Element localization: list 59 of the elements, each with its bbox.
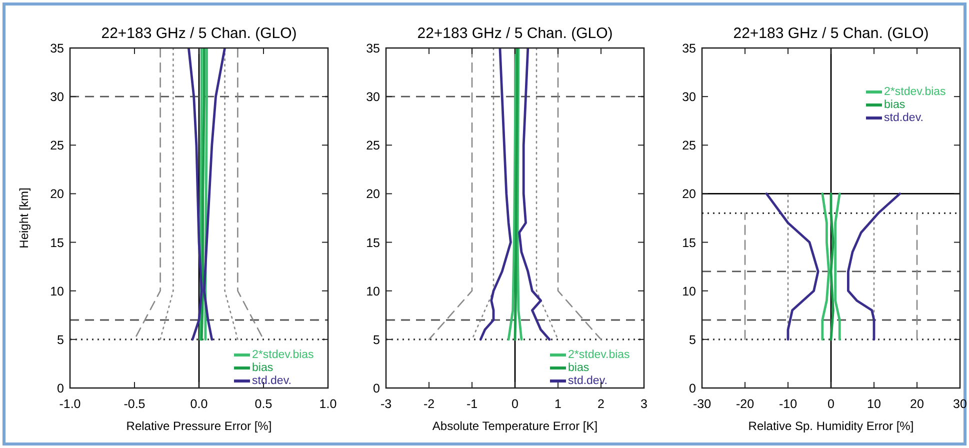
y-tick-label: 15	[366, 236, 380, 250]
x-tick-label: -30	[692, 397, 712, 411]
y-tick-label: 0	[689, 382, 696, 396]
y-tick-label: 20	[50, 187, 64, 202]
x-tick-label: -0.5	[124, 397, 146, 411]
y-tick-label: 10	[682, 284, 696, 298]
legend-label: 2*stdev.bias	[884, 86, 946, 98]
x-tick-label: 30	[953, 397, 967, 411]
x-tick-label: -3	[380, 397, 392, 411]
legend-label: bias	[884, 99, 906, 111]
legend-label: bias	[568, 362, 590, 374]
legend-label: std.dev.	[568, 375, 608, 387]
y-tick-label: 25	[682, 138, 696, 153]
legend-label: std.dev.	[252, 375, 292, 387]
y-tick-label: 5	[57, 332, 64, 347]
x-tick-label: 0	[828, 397, 835, 411]
y-tick-label: 10	[50, 284, 64, 298]
x-axis-title: Absolute Temperature Error [K]	[432, 419, 598, 433]
x-axis-title: Relative Pressure Error [%]	[126, 419, 272, 433]
y-tick-label: 10	[366, 284, 380, 298]
x-tick-label: 1	[554, 397, 562, 411]
x-tick-label: 10	[867, 397, 881, 411]
x-tick-label: -20	[736, 397, 754, 411]
x-tick-label: -1	[466, 397, 478, 411]
chart-title: 22+183 GHz / 5 Chan. (GLO)	[101, 25, 297, 42]
legend-label: 2*stdev.bias	[252, 349, 314, 361]
x-tick-label: -10	[778, 397, 798, 411]
legend-label: std.dev.	[884, 112, 924, 124]
y-tick-label: 5	[373, 332, 380, 347]
y-tick-label: 15	[682, 236, 696, 250]
y-tick-label: 15	[50, 236, 64, 250]
y-tick-label: 25	[366, 138, 380, 153]
x-tick-label: 1.0	[319, 397, 337, 411]
legend-label: 2*stdev.bias	[568, 349, 630, 361]
y-tick-label: 35	[366, 42, 380, 56]
y-tick-label: 0	[373, 382, 380, 396]
y-tick-label: 35	[682, 42, 696, 56]
x-axis-title: Relative Sp. Humidity Error [%]	[748, 419, 914, 433]
chart-title: 22+183 GHz / 5 Chan. (GLO)	[417, 25, 613, 42]
y-axis-title: Height [km]	[17, 188, 31, 248]
x-tick-label: 0	[512, 397, 519, 411]
x-tick-label: -2	[423, 397, 435, 411]
y-tick-label: 35	[50, 42, 64, 56]
x-tick-label: 2	[598, 397, 605, 411]
y-tick-label: 20	[682, 187, 696, 202]
x-tick-label: 20	[910, 397, 924, 411]
y-tick-label: 30	[50, 90, 64, 104]
y-tick-label: 30	[682, 90, 696, 104]
y-tick-label: 20	[366, 187, 380, 202]
chart-title: 22+183 GHz / 5 Chan. (GLO)	[733, 25, 929, 42]
y-tick-label: 5	[689, 332, 696, 347]
y-tick-label: 0	[57, 382, 64, 396]
x-tick-label: 0.5	[254, 397, 272, 411]
x-tick-label: 3	[640, 397, 648, 411]
x-tick-label: -1.0	[59, 397, 81, 411]
x-tick-label: 0.0	[190, 397, 208, 411]
legend-label: bias	[252, 362, 274, 374]
y-tick-label: 25	[50, 138, 64, 153]
y-tick-label: 30	[366, 90, 380, 104]
